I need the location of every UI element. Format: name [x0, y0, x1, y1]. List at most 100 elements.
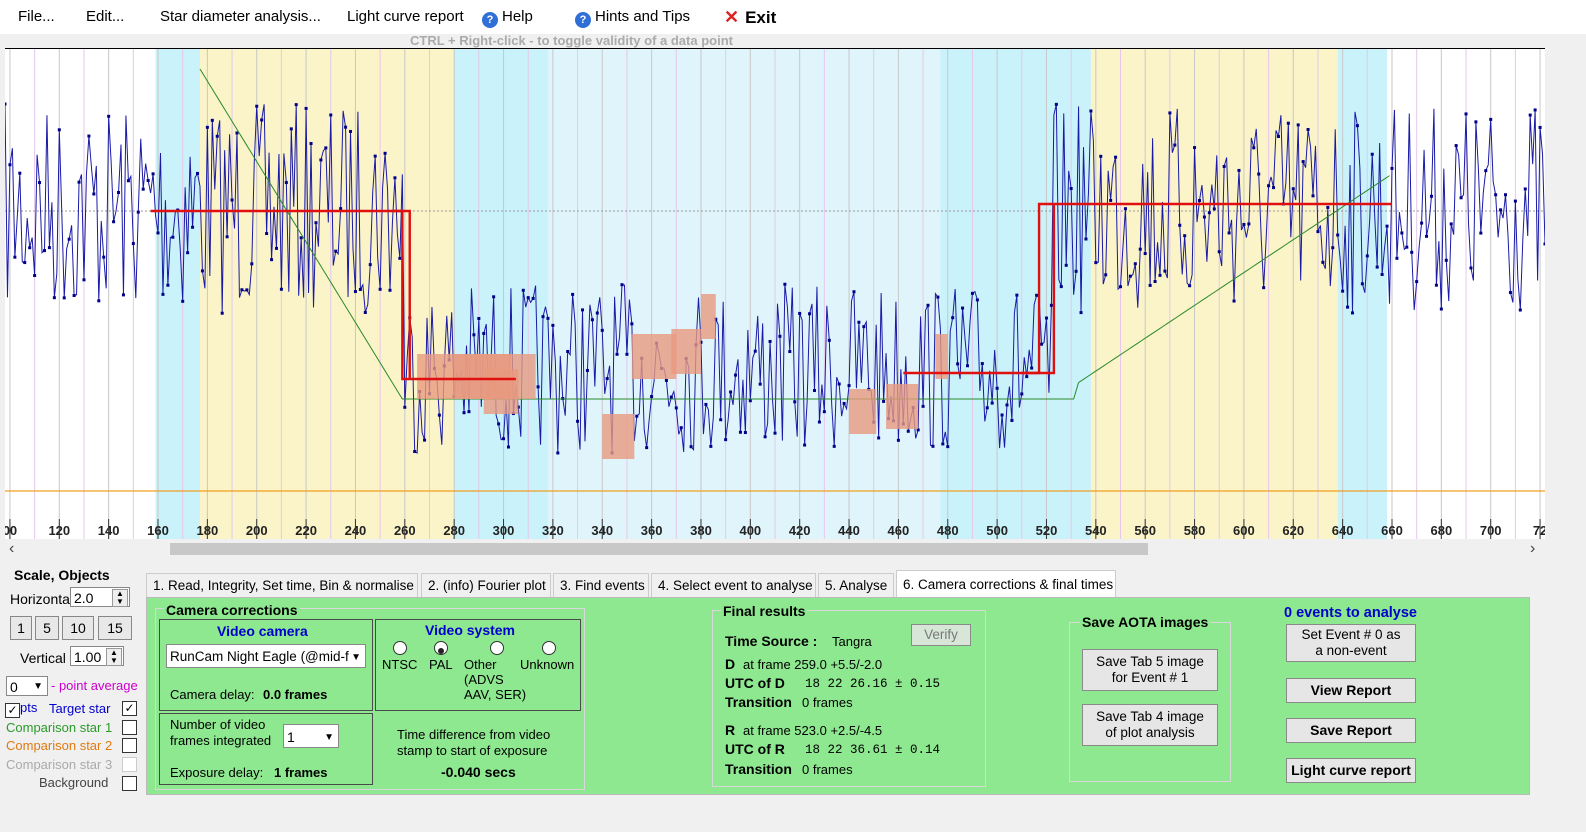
background-checkbox[interactable]: [122, 776, 137, 791]
scale-objects-title: Scale, Objects: [14, 567, 110, 583]
plot-data-point: [650, 395, 654, 399]
menu-edit[interactable]: Edit...: [86, 8, 125, 25]
plot-data-point: [906, 429, 910, 433]
horizontal-scale-stepper[interactable]: 2.0 ▲ ▼: [70, 587, 130, 607]
plot-data-point: [571, 292, 575, 296]
d-frame: at frame 259.0 +5.5/-2.0: [743, 657, 883, 672]
chevron-down-icon: ▼: [324, 732, 334, 743]
light-curve-svg: 00 120 140 160 180 200 220 240 260 280 300 320 340 36…: [5, 49, 1545, 539]
plot-data-point: [1173, 143, 1177, 147]
menu-help[interactable]: ? Help: [482, 8, 533, 28]
horizontal-scrollbar[interactable]: ‹ ›: [5, 539, 1545, 559]
plot-data-point: [141, 187, 145, 191]
other-radio[interactable]: [490, 641, 504, 655]
plot-data-point: [1415, 280, 1419, 284]
scrollbar-thumb[interactable]: [170, 543, 1148, 555]
plot-event-d-model: [150, 209, 516, 381]
scale-button-5[interactable]: 5: [35, 616, 59, 640]
plot-data-point: [1074, 269, 1078, 273]
target-star-checkbox[interactable]: ✓: [122, 701, 137, 716]
plot-data-point: [1410, 250, 1414, 254]
plot-data-point: [502, 437, 506, 441]
point-average-select[interactable]: 0 ▼: [6, 676, 48, 696]
plot-data-point: [743, 431, 747, 435]
unknown-label: Unknown: [520, 657, 575, 672]
plot-data-point: [240, 288, 244, 292]
scroll-left-icon[interactable]: ‹: [9, 540, 15, 557]
point-average-label: - point average: [51, 678, 138, 693]
spin-arrows-icon[interactable]: ▲ ▼: [106, 648, 122, 666]
plot-data-point: [1123, 207, 1127, 211]
plot-data-point: [1286, 121, 1290, 125]
tab-read-integrity[interactable]: 1. Read, Integrity, Set time, Bin & norm…: [146, 573, 418, 597]
pts-checkbox-row[interactable]: ✓ pts: [5, 700, 37, 718]
plot-data-point: [842, 401, 846, 405]
tab-fourier-plot[interactable]: 2. (info) Fourier plot: [421, 573, 551, 597]
plot-data-point: [1508, 291, 1512, 295]
plot-data-point: [1474, 120, 1478, 124]
comparison-star-2-checkbox[interactable]: [122, 738, 137, 753]
light-curve-report-button[interactable]: Light curve report: [1286, 758, 1416, 783]
plot-data-point: [1247, 222, 1251, 226]
scroll-right-icon[interactable]: ›: [1530, 540, 1536, 557]
time-source-label: Time Source :: [725, 633, 818, 649]
tab-select-event[interactable]: 4. Select event to analyse: [651, 573, 816, 597]
spin-arrows-icon[interactable]: ▲ ▼: [112, 589, 128, 607]
plot-data-point: [1336, 233, 1340, 237]
save-tab4-image-button[interactable]: Save Tab 4 image of plot analysis: [1082, 704, 1218, 746]
set-non-event-button[interactable]: Set Event # 0 as a non-event: [1286, 624, 1416, 662]
light-curve-plot[interactable]: 00 120 140 160 180 200 220 240 260 280 300 320 340 36…: [5, 48, 1545, 539]
plot-data-point: [62, 296, 66, 300]
plot-data-point: [294, 103, 298, 107]
tab-analyse[interactable]: 5. Analyse: [818, 573, 894, 597]
comparison-star-3-checkbox[interactable]: [122, 757, 137, 772]
plot-data-point: [1133, 262, 1137, 266]
video-camera-select[interactable]: RunCam Night Eagle (@mid-f ▼: [166, 644, 366, 668]
verify-button[interactable]: Verify: [911, 624, 971, 646]
plot-data-point: [1355, 124, 1359, 128]
pts-checkbox[interactable]: ✓: [5, 703, 20, 718]
pal-radio[interactable]: [434, 641, 448, 655]
plot-box-8: [886, 384, 919, 429]
menu-file[interactable]: File...: [18, 8, 55, 25]
plot-data-point: [951, 316, 955, 320]
view-report-button[interactable]: View Report: [1286, 678, 1416, 703]
transition-r-value: 0 frames: [802, 762, 853, 777]
tab-camera-corrections[interactable]: 6. Camera corrections & final times: [896, 570, 1116, 598]
plot-data-point: [1321, 260, 1325, 264]
plot-data-point: [635, 414, 639, 418]
plot-data-point: [837, 382, 841, 386]
plot-data-point: [556, 451, 560, 455]
plot-data-point: [516, 405, 520, 409]
ntsc-radio[interactable]: [393, 641, 407, 655]
plot-data-point: [1523, 187, 1527, 191]
frames-integrated-select[interactable]: 1 ▼: [283, 724, 339, 748]
plot-data-point: [13, 255, 17, 259]
plot-data-point: [383, 151, 387, 155]
plot-comparison-series: [199, 68, 1390, 400]
menu-exit[interactable]: ✕ Exit: [724, 7, 777, 27]
menu-light-curve-report[interactable]: Light curve report: [347, 8, 464, 25]
final-results-group: [712, 610, 986, 787]
plot-data-point: [47, 246, 51, 250]
plot-data-point: [1469, 266, 1473, 270]
plot-data-point: [8, 163, 12, 167]
tab-find-events[interactable]: 3. Find events: [553, 573, 649, 597]
scale-button-10[interactable]: 10: [62, 616, 94, 640]
menu-star-diameter[interactable]: Star diameter analysis...: [160, 8, 321, 25]
comparison-star-1-checkbox[interactable]: [122, 720, 137, 735]
scale-button-1[interactable]: 1: [10, 616, 32, 640]
plot-data-point: [1227, 231, 1231, 235]
menu-hints[interactable]: ? Hints and Tips: [575, 8, 690, 28]
comparison-star-1-label: Comparison star 1: [6, 720, 113, 735]
unknown-radio[interactable]: [542, 641, 556, 655]
plot-data-point: [576, 419, 580, 423]
plot-data-point: [1296, 123, 1300, 127]
plot-data-point: [339, 207, 343, 211]
scale-button-15[interactable]: 15: [98, 616, 132, 640]
plot-data-point: [931, 444, 935, 448]
plot-data-point: [1015, 293, 1019, 297]
save-tab5-image-button[interactable]: Save Tab 5 image for Event # 1: [1082, 649, 1218, 691]
vertical-scale-stepper[interactable]: 1.00 ▲ ▼: [70, 646, 124, 666]
save-report-button[interactable]: Save Report: [1286, 718, 1416, 743]
